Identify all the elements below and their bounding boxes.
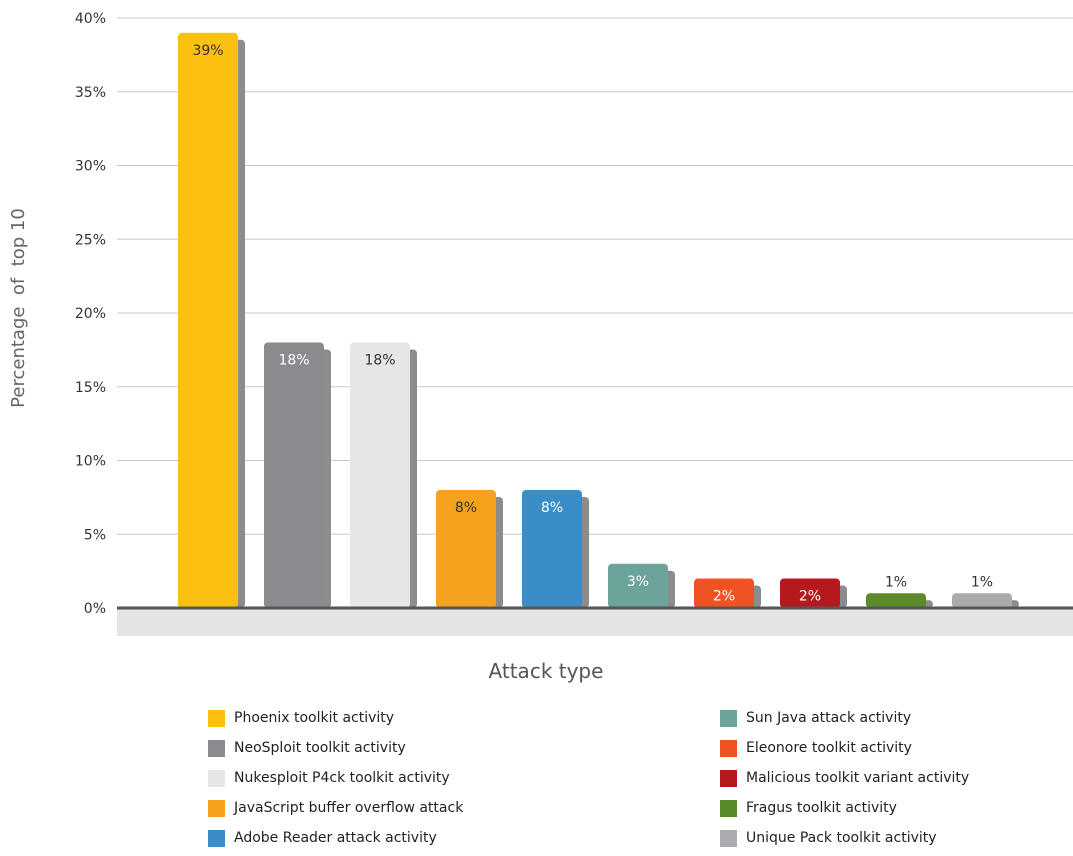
legend-swatch xyxy=(208,739,225,757)
y-tick-label: 35% xyxy=(75,85,106,101)
legend-swatch xyxy=(720,769,737,787)
y-tick-label: 0% xyxy=(84,601,106,617)
y-tick-label: 40% xyxy=(75,11,106,27)
bar xyxy=(264,342,324,608)
legend-swatch xyxy=(720,829,737,847)
y-tick-label: 30% xyxy=(75,159,106,175)
legend-item: Phoenix toolkit activity xyxy=(208,706,538,730)
legend-item: Fragus toolkit activity xyxy=(720,796,1020,820)
legend-item: NeoSploit toolkit activity xyxy=(208,736,538,760)
bar-value-label: 3% xyxy=(627,574,649,590)
y-tick-label: 25% xyxy=(75,232,106,248)
y-tick-label: 10% xyxy=(75,454,106,470)
bar-chart: 0%5%10%15%20%25%30%35%40% 39%18% 18%8% 8%3… xyxy=(8,11,1073,683)
bar-value-label: 18% xyxy=(364,353,395,369)
y-axis-label: Percentage of top 10 xyxy=(8,208,29,408)
legend-swatch xyxy=(720,709,737,727)
bars: 39% 18% 18% 8% 8% 3% 2% 2% 1% 1% xyxy=(178,32,1019,608)
bar xyxy=(522,490,582,608)
bar xyxy=(178,32,238,608)
legend-label: Nukesploit P4ck toolkit activity xyxy=(234,770,450,786)
y-tick-label: 5% xyxy=(84,527,106,543)
bar xyxy=(436,490,496,608)
legend-swatch xyxy=(208,709,225,727)
y-axis-ticks: 0% 5% 10% 15% 20% 25% 30% 35% 40% xyxy=(75,11,106,617)
bar xyxy=(694,578,754,608)
legend-item: Malicious toolkit variant activity xyxy=(720,766,1020,790)
legend-column-right: Sun Java attack activity Eleonore toolkit… xyxy=(720,706,1020,856)
bar-value-label: 8% xyxy=(541,500,563,516)
legend-item: Unique Pack toolkit activity xyxy=(720,826,1020,850)
chart-floor xyxy=(117,608,1073,636)
bar xyxy=(350,342,410,608)
y-tick-label: 20% xyxy=(75,306,106,322)
legend-swatch xyxy=(208,769,225,787)
legend-item: Sun Java attack activity xyxy=(720,706,1020,730)
legend-label: Eleonore toolkit activity xyxy=(746,740,912,756)
legend-item: Nukesploit P4ck toolkit activity xyxy=(208,766,538,790)
legend-item: Adobe Reader attack activity xyxy=(208,826,538,850)
bar xyxy=(608,563,668,608)
bar-value-label: 2% xyxy=(713,589,735,605)
bar-value-label: 8% xyxy=(455,500,477,516)
legend-label: NeoSploit toolkit activity xyxy=(234,740,406,756)
legend-column-left: Phoenix toolkit activity NeoSploit toolki… xyxy=(208,706,538,856)
legend-label: Malicious toolkit variant activity xyxy=(746,770,970,786)
legend-item: JavaScript buffer overflow attack xyxy=(208,796,538,820)
grid-lines xyxy=(117,17,1073,535)
bar-value-label: 18% xyxy=(278,353,309,369)
x-axis-label: Attack type xyxy=(489,659,604,683)
legend-label: JavaScript buffer overflow attack xyxy=(234,800,464,816)
bar-value-label: 39% xyxy=(192,43,223,59)
bar xyxy=(866,593,926,608)
legend-swatch xyxy=(720,739,737,757)
legend-item: Eleonore toolkit activity xyxy=(720,736,1020,760)
legend-swatch xyxy=(208,799,225,817)
legend-label: Phoenix toolkit activity xyxy=(234,710,395,726)
legend-label: Unique Pack toolkit activity xyxy=(746,830,937,846)
legend-label: Sun Java attack activity xyxy=(746,710,912,726)
legend-swatch xyxy=(208,829,225,847)
y-tick-label: 15% xyxy=(75,380,106,396)
bar-value-label: 2% xyxy=(799,589,821,605)
bar-value-label: 1% xyxy=(885,574,907,590)
legend-swatch xyxy=(720,799,737,817)
bar xyxy=(780,578,840,608)
bar-value-label: 1% xyxy=(971,574,993,590)
bar xyxy=(952,593,1012,608)
legend-label: Fragus toolkit activity xyxy=(746,800,897,816)
legend-label: Adobe Reader attack activity xyxy=(234,830,437,846)
